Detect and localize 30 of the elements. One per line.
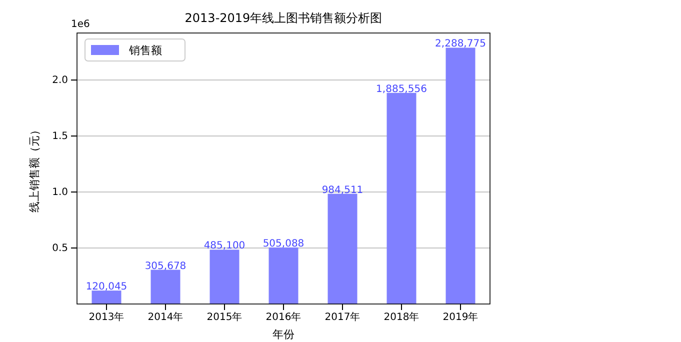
annotation: 305,678 <box>144 260 186 272</box>
x-tick-label: 2014年 <box>148 311 184 324</box>
x-tick-label: 2017年 <box>324 311 360 324</box>
bar <box>150 270 180 304</box>
y-axis-title: 线上销售额（元） <box>28 124 41 212</box>
x-tick-label: 2015年 <box>206 311 242 324</box>
y-tick-label: 1.0 <box>52 187 68 198</box>
x-tick-label: 2018年 <box>384 311 420 324</box>
y-tick-label: 1.5 <box>52 131 68 142</box>
x-tick-label: 2013年 <box>88 311 124 324</box>
annotation: 485,100 <box>204 240 246 252</box>
bar <box>210 250 240 304</box>
annotation: 984,511 <box>322 184 364 196</box>
annotation: 1,885,556 <box>376 84 427 95</box>
bar <box>92 290 122 304</box>
bar <box>446 48 476 304</box>
annotation: 2,288,775 <box>435 38 486 50</box>
bar <box>268 247 298 304</box>
text: 1e6 <box>71 19 90 30</box>
annotation: 120,045 <box>86 282 128 293</box>
x-tick-label: 2019年 <box>442 311 478 324</box>
y-tick-label: 2.0 <box>52 75 68 86</box>
x-tick-label: 2016年 <box>266 311 302 324</box>
x-axis-title: 年份 <box>272 328 294 341</box>
bar <box>386 92 416 304</box>
annotation: 505,088 <box>262 238 304 250</box>
chart-title: 2013-2019年线上图书销售额分析图 <box>184 11 382 25</box>
legend-label: 销售额 <box>128 44 162 57</box>
bar <box>328 194 358 304</box>
y-tick-label: 0.5 <box>52 243 68 254</box>
